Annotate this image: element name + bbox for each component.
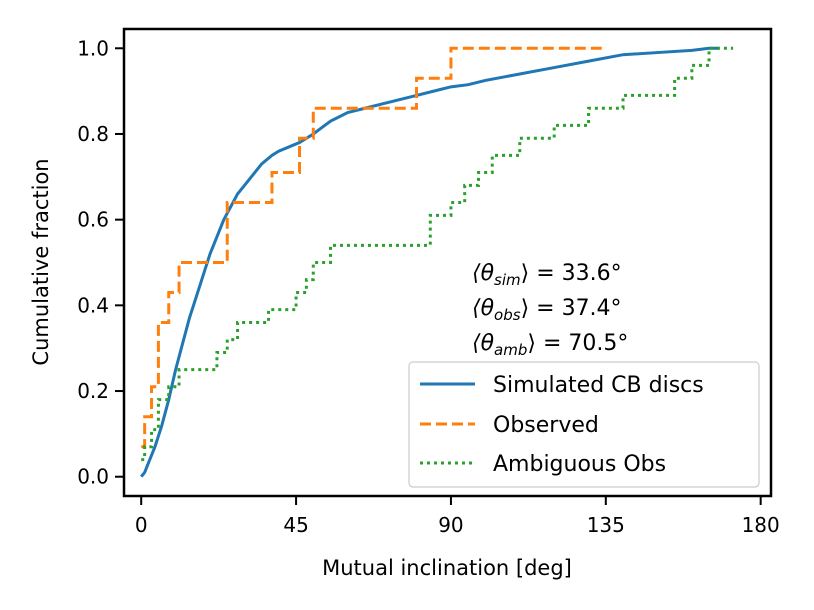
stat-annotations: ⟨θsim⟩ = 33.6° ⟨θobs⟩ = 37.4° ⟨θamb⟩ = 7…: [472, 261, 628, 359]
legend-label-simulated: Simulated CB discs: [493, 373, 704, 398]
annotation-sim-prefix: ⟨θ: [472, 261, 495, 286]
annotation-sim: ⟨θsim⟩ = 33.6°: [472, 261, 622, 289]
annotation-obs: ⟨θobs⟩ = 37.4°: [472, 296, 622, 324]
x-tick-label: 180: [742, 513, 780, 537]
annotation-obs-suffix: ⟩ = 37.4°: [521, 296, 622, 321]
y-tick-label: 0.8: [77, 122, 109, 146]
annotation-sim-sub: sim: [494, 271, 521, 289]
legend: Simulated CB discs Observed Ambiguous Ob…: [408, 361, 760, 488]
annotation-obs-prefix: ⟨θ: [472, 296, 495, 321]
y-tick-label: 0.6: [77, 208, 109, 232]
series-simulated-cb-discs: [140, 46, 720, 478]
y-tick-label: 0.2: [77, 379, 109, 403]
plot-frame: [122, 27, 773, 498]
series-observed: [141, 46, 603, 449]
ticks-layer: 0 45 90 135 180 0.0 0.2 0.4 0.6 0.8 1.0: [77, 36, 780, 537]
y-tick-label: 0.0: [77, 465, 109, 489]
annotation-amb-suffix: ⟩ = 70.5°: [527, 331, 628, 356]
annotation-obs-sub: obs: [494, 306, 521, 324]
y-tick-label: 1.0: [77, 36, 109, 60]
x-tick-label: 90: [438, 513, 463, 537]
x-tick-label: 135: [587, 513, 625, 537]
annotation-amb: ⟨θamb⟩ = 70.5°: [472, 331, 628, 359]
legend-label-observed: Observed: [493, 413, 599, 438]
y-axis-label: Cumulative fraction: [29, 158, 53, 365]
y-tick-label: 0.4: [77, 293, 109, 317]
series-layer: [140, 46, 734, 478]
x-axis-label: Mutual inclination [deg]: [322, 556, 572, 580]
x-tick-label: 0: [135, 513, 148, 537]
annotation-amb-sub: amb: [494, 341, 527, 359]
legend-label-ambiguous: Ambiguous Obs: [493, 452, 666, 477]
annotation-amb-prefix: ⟨θ: [472, 331, 495, 356]
annotation-sim-suffix: ⟩ = 33.6°: [521, 261, 622, 286]
x-tick-label: 45: [283, 513, 308, 537]
legend-box: [408, 361, 760, 488]
